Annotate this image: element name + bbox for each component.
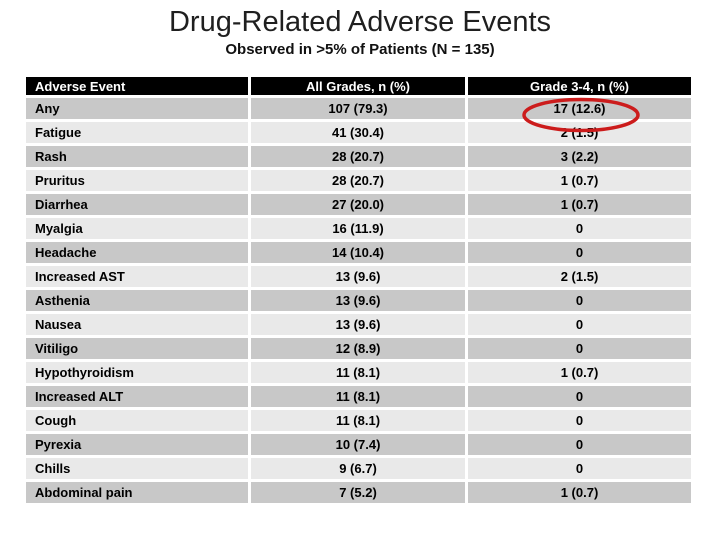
cell-adverse-event: Pruritus: [26, 170, 248, 191]
cell-all-grades: 28 (20.7): [251, 170, 465, 191]
cell-adverse-event: Myalgia: [26, 218, 248, 239]
cell-grade-3-4: 0: [468, 218, 691, 239]
table-row: Hypothyroidism 11 (8.1) 1 (0.7): [26, 362, 691, 383]
table-row: Rash 28 (20.7) 3 (2.2): [26, 146, 691, 167]
cell-adverse-event: Chills: [26, 458, 248, 479]
cell-adverse-event: Rash: [26, 146, 248, 167]
table-row: Asthenia 13 (9.6) 0: [26, 290, 691, 311]
cell-adverse-event: Nausea: [26, 314, 248, 335]
cell-grade-3-4: 17 (12.6): [468, 98, 691, 119]
slide-title: Drug-Related Adverse Events: [168, 6, 552, 38]
cell-grade-3-4: 3 (2.2): [468, 146, 691, 167]
cell-grade-3-4: 0: [468, 242, 691, 263]
cell-grade-3-4: 2 (1.5): [468, 122, 691, 143]
cell-adverse-event: Abdominal pain: [26, 482, 248, 503]
cell-all-grades: 16 (11.9): [251, 218, 465, 239]
cell-all-grades: 7 (5.2): [251, 482, 465, 503]
table-row: Pruritus 28 (20.7) 1 (0.7): [26, 170, 691, 191]
cell-adverse-event: Fatigue: [26, 122, 248, 143]
table-row: Diarrhea 27 (20.0) 1 (0.7): [26, 194, 691, 215]
table-body: Any 107 (79.3) 17 (12.6) Fatigue 41 (30.4) 2 …: [26, 98, 691, 503]
cell-adverse-event: Asthenia: [26, 290, 248, 311]
cell-grade-3-4: 1 (0.7): [468, 194, 691, 215]
cell-adverse-event: Hypothyroidism: [26, 362, 248, 383]
cell-grade-3-4: 1 (0.7): [468, 170, 691, 191]
cell-all-grades: 14 (10.4): [251, 242, 465, 263]
cell-all-grades: 28 (20.7): [251, 146, 465, 167]
cell-all-grades: 12 (8.9): [251, 338, 465, 359]
cell-all-grades: 11 (8.1): [251, 386, 465, 407]
table-row: Chills 9 (6.7) 0: [26, 458, 691, 479]
table-row: Increased ALT 11 (8.1) 0: [26, 386, 691, 407]
cell-adverse-event: Cough: [26, 410, 248, 431]
cell-adverse-event: Headache: [26, 242, 248, 263]
cell-all-grades: 13 (9.6): [251, 314, 465, 335]
table-row: Vitiligo 12 (8.9) 0: [26, 338, 691, 359]
cell-all-grades: 27 (20.0): [251, 194, 465, 215]
table-row: Pyrexia 10 (7.4) 0: [26, 434, 691, 455]
cell-grade-3-4: 0: [468, 338, 691, 359]
table-row: Cough 11 (8.1) 0: [26, 410, 691, 431]
table-row: Any 107 (79.3) 17 (12.6): [26, 98, 691, 119]
table-row: Fatigue 41 (30.4) 2 (1.5): [26, 122, 691, 143]
cell-adverse-event: Pyrexia: [26, 434, 248, 455]
cell-grade-3-4: 0: [468, 458, 691, 479]
column-header-adverse-event: Adverse Event: [26, 77, 248, 95]
cell-adverse-event: Vitiligo: [26, 338, 248, 359]
cell-all-grades: 9 (6.7): [251, 458, 465, 479]
slide-subtitle: Observed in >5% of Patients (N = 135): [225, 41, 495, 58]
column-header-all-grades: All Grades, n (%): [251, 77, 465, 95]
table-row: Myalgia 16 (11.9) 0: [26, 218, 691, 239]
cell-adverse-event: Increased ALT: [26, 386, 248, 407]
table-row: Abdominal pain 7 (5.2) 1 (0.7): [26, 482, 691, 503]
cell-all-grades: 107 (79.3): [251, 98, 465, 119]
table-header-row: Adverse Event All Grades, n (%) Grade 3-…: [26, 77, 691, 95]
cell-all-grades: 11 (8.1): [251, 410, 465, 431]
table-row: Headache 14 (10.4) 0: [26, 242, 691, 263]
cell-all-grades: 11 (8.1): [251, 362, 465, 383]
cell-adverse-event: Diarrhea: [26, 194, 248, 215]
cell-grade-3-4: 0: [468, 410, 691, 431]
cell-all-grades: 13 (9.6): [251, 266, 465, 287]
cell-grade-3-4: 1 (0.7): [468, 482, 691, 503]
slide: Drug-Related Adverse Events Observed in …: [0, 6, 720, 540]
cell-all-grades: 10 (7.4): [251, 434, 465, 455]
cell-grade-3-4: 0: [468, 314, 691, 335]
cell-grade-3-4: 1 (0.7): [468, 362, 691, 383]
cell-adverse-event: Any: [26, 98, 248, 119]
cell-grade-3-4: 0: [468, 386, 691, 407]
cell-all-grades: 41 (30.4): [251, 122, 465, 143]
cell-grade-3-4: 0: [468, 434, 691, 455]
table-row: Increased AST 13 (9.6) 2 (1.5): [26, 266, 691, 287]
table-row: Nausea 13 (9.6) 0: [26, 314, 691, 335]
cell-grade-3-4: 2 (1.5): [468, 266, 691, 287]
adverse-events-table: Adverse Event All Grades, n (%) Grade 3-…: [23, 74, 694, 506]
column-header-grade-3-4: Grade 3-4, n (%): [468, 77, 691, 95]
cell-adverse-event: Increased AST: [26, 266, 248, 287]
cell-grade-3-4: 0: [468, 290, 691, 311]
cell-all-grades: 13 (9.6): [251, 290, 465, 311]
